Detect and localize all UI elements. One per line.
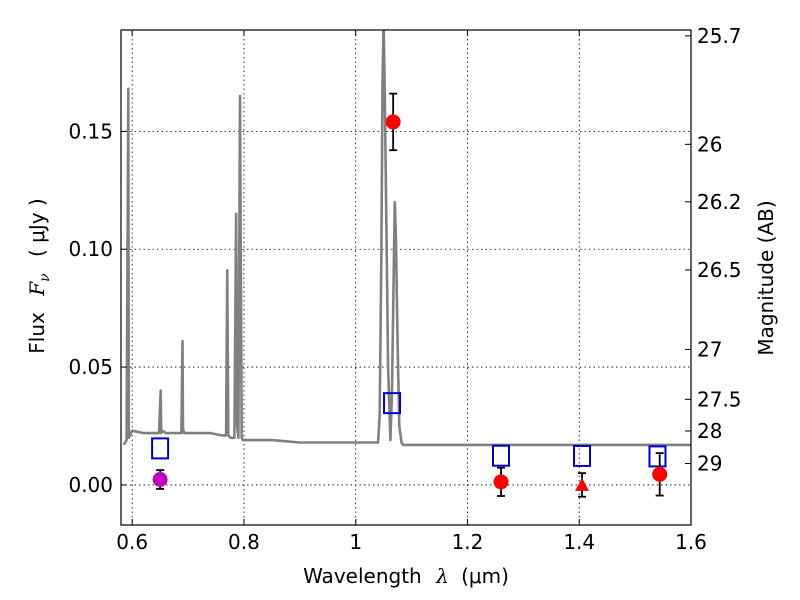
observed-point bbox=[652, 466, 668, 482]
x-tick-label: 1.4 bbox=[563, 530, 595, 554]
model-photometry-square bbox=[383, 392, 402, 415]
x-axis-label-text: Wavelength bbox=[303, 564, 422, 588]
y-tick-label: 0.05 bbox=[68, 355, 113, 379]
model-photometry-square bbox=[151, 437, 170, 460]
x-axis-symbol: λ bbox=[435, 564, 449, 588]
y-tick-label: 0.10 bbox=[68, 237, 113, 261]
magnitude-tick-label: 26.2 bbox=[697, 190, 742, 214]
spectrum-layer bbox=[122, 30, 691, 447]
x-tick-label: 1 bbox=[349, 530, 362, 554]
magnitude-tick-label: 26.5 bbox=[697, 258, 742, 282]
magnitude-tick-label: 27.5 bbox=[697, 387, 742, 411]
model-photometry-square bbox=[492, 444, 510, 467]
magnitude-tick-label: 27 bbox=[697, 337, 722, 361]
x-tick-label: 0.6 bbox=[116, 530, 148, 554]
x-tick-label: 1.6 bbox=[675, 530, 707, 554]
magnitude-tick-label: 29 bbox=[697, 451, 722, 475]
magnitude-axis-label: Magnitude (AB) bbox=[754, 200, 778, 355]
x-axis-unit: (μm) bbox=[461, 564, 509, 588]
tick-layer: 0.6 0.8 1 1.2 1.4 1.6 0.00 0.05 0.10 0.15 25.7 26 26… bbox=[68, 24, 741, 554]
observed-point bbox=[152, 472, 168, 488]
y-axis-label-text: Flux bbox=[25, 312, 49, 354]
x-axis-label: Wavelength λ (μm) bbox=[303, 564, 509, 588]
y-axis-label: Flux Fν ( μJy ) bbox=[25, 198, 54, 353]
y-tick-label: 0.15 bbox=[68, 119, 113, 143]
upper-limit-triangle bbox=[575, 477, 590, 491]
y-axis-subscript: ν bbox=[37, 273, 53, 282]
model-photometry-square bbox=[648, 445, 667, 468]
magnitude-tick-label: 25.7 bbox=[697, 24, 742, 48]
magnitude-tick-label: 28 bbox=[697, 419, 722, 443]
observed-point bbox=[493, 474, 509, 490]
grid-lines bbox=[121, 30, 691, 525]
observed-point bbox=[385, 114, 401, 130]
model-photometry-square bbox=[573, 444, 592, 467]
y-axis-unit: ( μJy ) bbox=[25, 198, 49, 257]
model-spectrum-line bbox=[122, 30, 691, 447]
y-tick-label: 0.00 bbox=[68, 473, 113, 497]
x-tick-label: 1.2 bbox=[452, 530, 484, 554]
x-tick-label: 0.8 bbox=[228, 530, 260, 554]
magnitude-tick-label: 26 bbox=[697, 132, 722, 156]
marker-layer bbox=[151, 92, 668, 498]
plot-frame bbox=[120, 29, 692, 526]
y-axis-symbol: F bbox=[25, 281, 49, 297]
